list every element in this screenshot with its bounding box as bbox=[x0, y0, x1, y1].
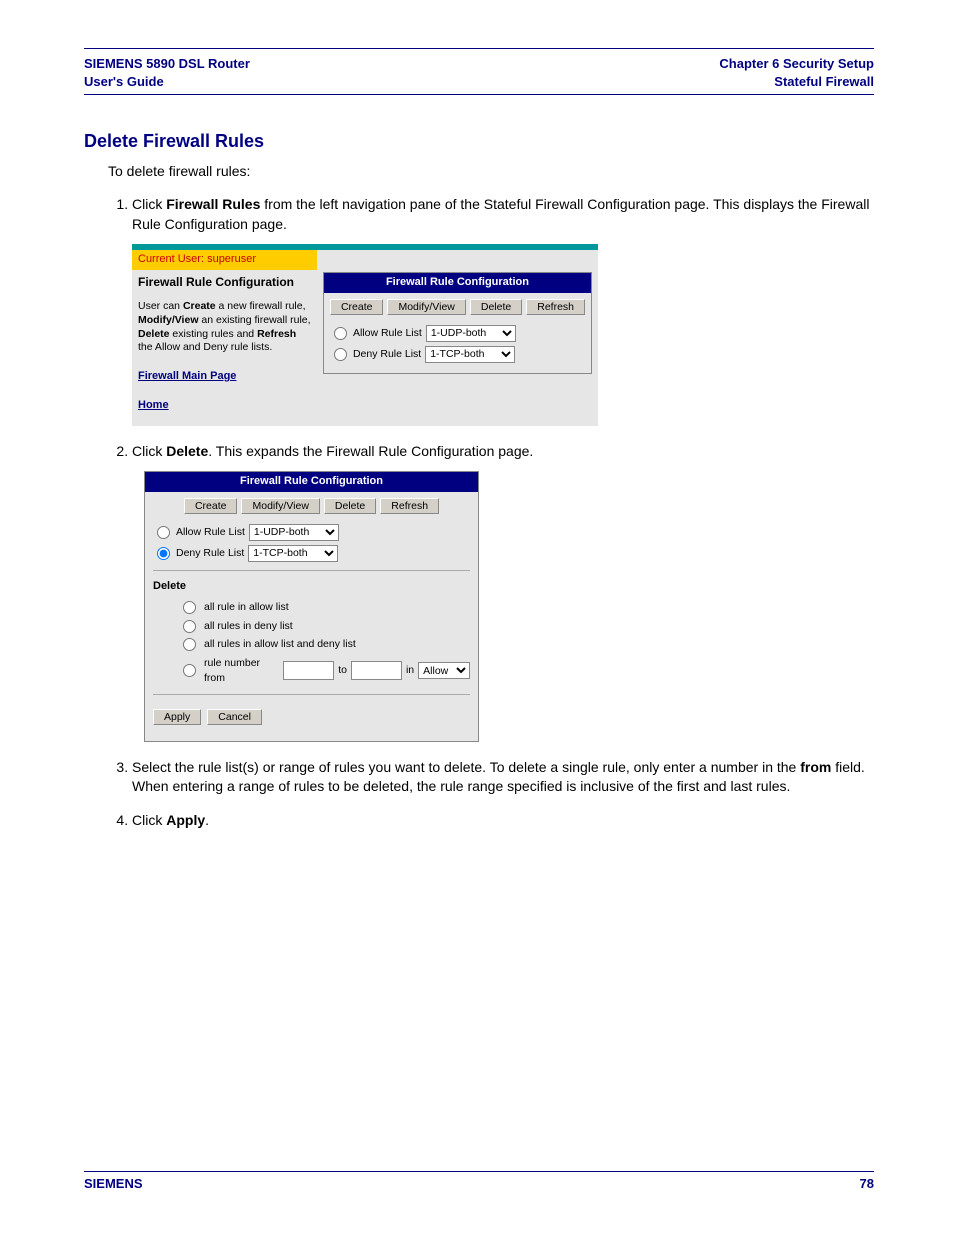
allow-rule-radio-2[interactable] bbox=[157, 526, 170, 539]
create-button[interactable]: Create bbox=[330, 299, 384, 315]
to-label: to bbox=[338, 663, 347, 678]
delete-button-2[interactable]: Delete bbox=[324, 498, 376, 514]
header-right: Chapter 6 Security Setup Stateful Firewa… bbox=[719, 55, 874, 90]
deny-rule-radio-2[interactable] bbox=[157, 547, 170, 560]
to-input[interactable] bbox=[351, 661, 402, 680]
from-input[interactable] bbox=[283, 661, 334, 680]
panel-title-1: Firewall Rule Configuration bbox=[324, 273, 591, 292]
opt-all-both-label: all rules in allow list and deny list bbox=[204, 637, 356, 652]
header-chapter: Chapter 6 Security Setup bbox=[719, 55, 874, 73]
home-link[interactable]: Home bbox=[132, 396, 317, 425]
header-guide: User's Guide bbox=[84, 73, 250, 91]
allow-rule-select-2[interactable]: 1-UDP-both bbox=[249, 524, 339, 541]
footer-page-number: 78 bbox=[860, 1176, 874, 1191]
apply-button[interactable]: Apply bbox=[153, 709, 201, 725]
deny-rule-label-2: Deny Rule List bbox=[176, 546, 244, 561]
refresh-button[interactable]: Refresh bbox=[526, 299, 585, 315]
screenshot-1: Current User: superuser Firewall Rule Co… bbox=[132, 244, 598, 426]
step-1: Click Firewall Rules from the left navig… bbox=[132, 195, 874, 426]
header-product: SIEMENS 5890 DSL Router bbox=[84, 55, 250, 73]
opt-all-deny-radio[interactable] bbox=[183, 620, 196, 633]
screenshot-2: Firewall Rule Configuration Create Modif… bbox=[144, 471, 479, 741]
create-button-2[interactable]: Create bbox=[184, 498, 238, 514]
current-user-banner: Current User: superuser bbox=[132, 250, 317, 269]
left-pane-desc: User can Create a new firewall rule, Mod… bbox=[132, 300, 317, 367]
in-label: in bbox=[406, 663, 414, 678]
step-4: Click Apply. bbox=[132, 811, 874, 831]
header-left: SIEMENS 5890 DSL Router User's Guide bbox=[84, 55, 250, 90]
step-2: Click Delete. This expands the Firewall … bbox=[132, 442, 874, 742]
in-select[interactable]: Allow bbox=[418, 662, 470, 679]
refresh-button-2[interactable]: Refresh bbox=[380, 498, 439, 514]
modify-view-button[interactable]: Modify/View bbox=[387, 299, 465, 315]
panel-title-2: Firewall Rule Configuration bbox=[145, 472, 478, 491]
allow-rule-radio[interactable] bbox=[334, 327, 347, 340]
cancel-button[interactable]: Cancel bbox=[207, 709, 262, 725]
delete-heading: Delete bbox=[145, 577, 478, 598]
deny-rule-radio[interactable] bbox=[334, 348, 347, 361]
config-panel-1: Firewall Rule Configuration Create Modif… bbox=[323, 272, 592, 373]
opt-all-both-radio[interactable] bbox=[183, 638, 196, 651]
delete-button[interactable]: Delete bbox=[470, 299, 522, 315]
intro-text: To delete firewall rules: bbox=[108, 162, 874, 181]
deny-rule-select-2[interactable]: 1-TCP-both bbox=[248, 545, 338, 562]
deny-rule-label: Deny Rule List bbox=[353, 347, 421, 362]
allow-rule-select[interactable]: 1-UDP-both bbox=[426, 325, 516, 342]
deny-rule-select[interactable]: 1-TCP-both bbox=[425, 346, 515, 363]
allow-rule-label-2: Allow Rule List bbox=[176, 525, 245, 540]
firewall-main-page-link[interactable]: Firewall Main Page bbox=[132, 367, 317, 396]
opt-all-deny-label: all rules in deny list bbox=[204, 619, 293, 634]
header-section: Stateful Firewall bbox=[719, 73, 874, 91]
opt-rule-number-label: rule number from bbox=[204, 656, 279, 685]
modify-view-button-2[interactable]: Modify/View bbox=[241, 498, 319, 514]
section-title: Delete Firewall Rules bbox=[84, 131, 874, 152]
opt-all-allow-label: all rule in allow list bbox=[204, 600, 289, 615]
step-3: Select the rule list(s) or range of rule… bbox=[132, 758, 874, 797]
left-pane-title: Firewall Rule Configuration bbox=[132, 270, 317, 301]
allow-rule-label: Allow Rule List bbox=[353, 326, 422, 341]
footer-brand: SIEMENS bbox=[84, 1176, 143, 1191]
opt-all-allow-radio[interactable] bbox=[183, 601, 196, 614]
opt-rule-number-radio[interactable] bbox=[183, 664, 196, 677]
